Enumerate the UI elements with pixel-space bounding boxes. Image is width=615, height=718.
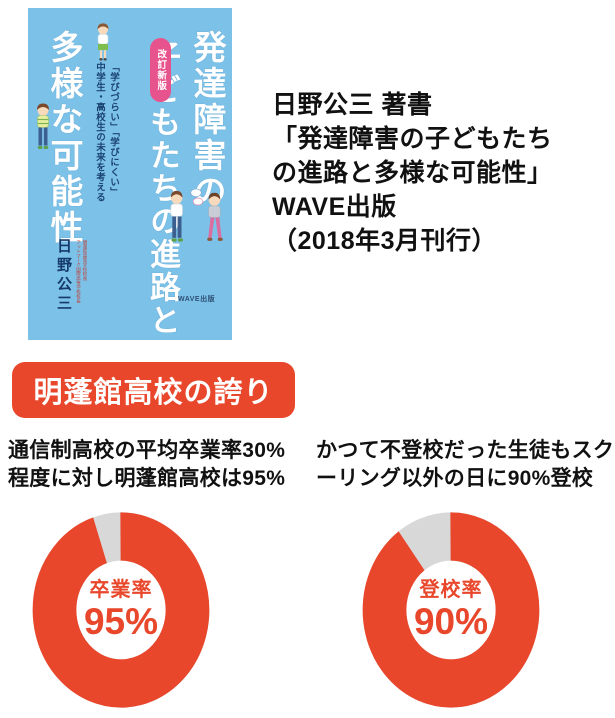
book-cover: 発達障害の 子どもたちの進路と 多様な可能性 改訂新版 「学びづらい」「学びにく… xyxy=(28,8,232,340)
attendance-stat-description: かつて不登校だった生徒もスク ーリング以外の日に90%登校 xyxy=(316,437,614,493)
graduation-stat-desc-line-1: 通信制高校の平均卒業率30% xyxy=(8,439,286,462)
cover-subtitle: 「学びづらい」「学びにくい」 中学生・高校生の未来を考える xyxy=(92,62,120,232)
cover-title-column-right: 発達障害の xyxy=(189,30,226,210)
cover-author-title-line-1: 明蓬館高等学校校長 xyxy=(83,240,88,281)
attendance-stat-desc-line-2: ーリング以外の日に90%登校 xyxy=(316,467,594,490)
book-info-text: 日野公三 著書 「発達障害の子どもたち の進路と多様な可能性」 WAVE出版 （… xyxy=(272,88,607,258)
cover-publisher-mark: WAVE出版 xyxy=(178,296,216,303)
pride-banner: 明蓬館高校の誇り xyxy=(12,362,295,418)
cover-author-titles: 明蓬館高等学校校長 アットマーク国際高等学校校長 xyxy=(75,240,89,322)
cover-character-boy-left-icon xyxy=(37,103,49,149)
book-info-line-1: 日野公三 著書 xyxy=(272,91,433,119)
attendance-rate-donut-chart: 登校率 90% xyxy=(356,505,546,715)
donut-arc xyxy=(362,512,540,708)
graduation-stat-desc-line-2: 程度に対し明蓬館高校は95% xyxy=(8,467,286,490)
cover-edition-badge-label: 改訂新版 xyxy=(155,49,167,91)
cover-author-title-line-2: アットマーク国際高等学校校長 xyxy=(76,240,82,303)
book-info-line-3: の進路と多様な可能性」 xyxy=(272,159,553,187)
pride-banner-label: 明蓬館高校の誇り xyxy=(33,377,274,409)
donut-arc xyxy=(32,512,210,708)
cover-edition-badge: 改訂新版 xyxy=(150,38,171,102)
cover-subtitle-line-2: 中学生・高校生の未来を考える xyxy=(94,62,105,202)
donut-svg xyxy=(32,512,210,708)
cover-subtitle-line-1: 「学びづらい」「学びにくい」 xyxy=(108,62,119,198)
book-info-line-5: （2018年3月刊行） xyxy=(272,227,498,255)
graduation-stat-description: 通信制高校の平均卒業率30% 程度に対し明蓬館高校は95% xyxy=(8,437,285,493)
book-info-line-2: 「発達障害の子どもたち xyxy=(272,125,553,153)
cover-author-name: 日野公三 xyxy=(55,238,72,314)
cover-character-girl-top-icon xyxy=(97,23,109,61)
graduation-rate-donut-chart: 卒業率 95% xyxy=(26,505,216,715)
attendance-stat-desc-line-1: かつて不登校だった生徒もスク xyxy=(316,439,615,462)
cover-characters-boy-girl-pair-icon xyxy=(170,188,223,242)
book-info-line-4: WAVE出版 xyxy=(272,193,397,221)
donut-svg xyxy=(362,512,540,708)
cover-title-column-left: 多様な可能性 xyxy=(46,30,83,246)
